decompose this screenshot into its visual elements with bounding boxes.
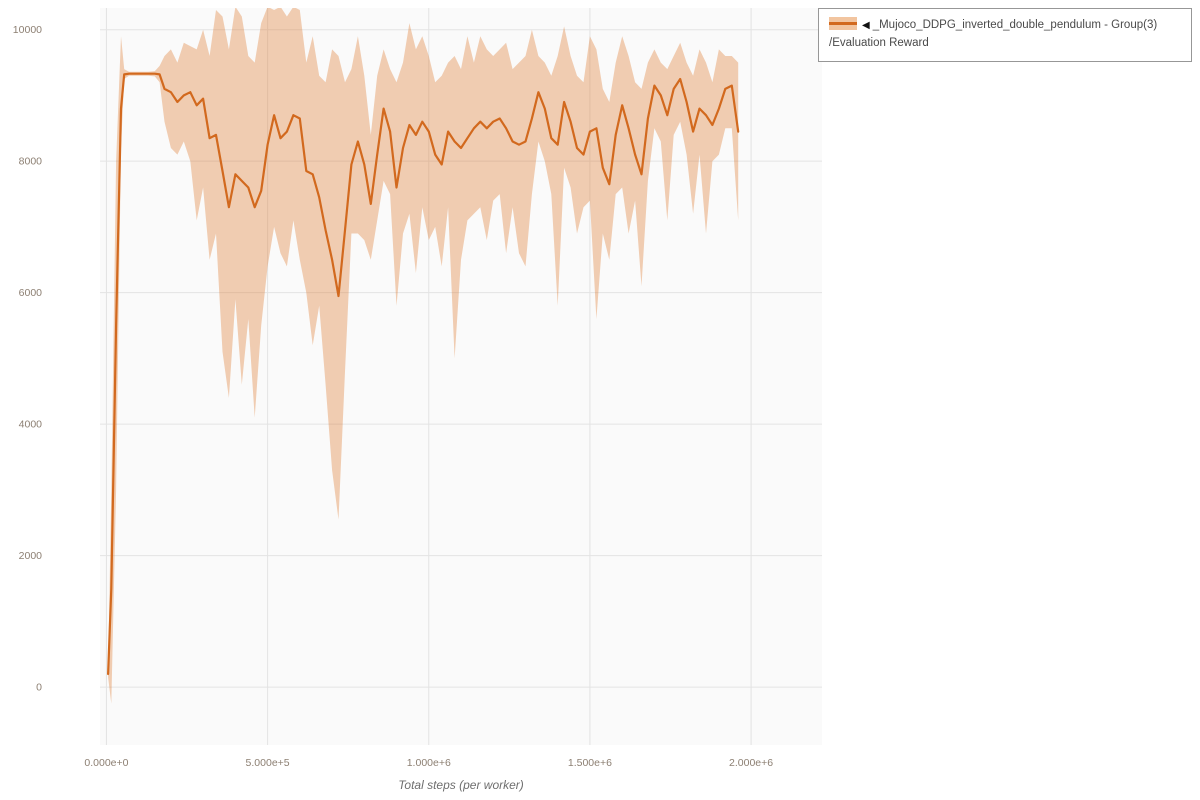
legend-series-metric: /Evaluation Reward bbox=[829, 36, 929, 49]
y-tick-label: 0 bbox=[36, 682, 42, 694]
series-group bbox=[106, 8, 740, 704]
x-tick-label: 0.000e+0 bbox=[84, 757, 128, 769]
y-tick-label: 10000 bbox=[13, 24, 42, 36]
y-tick-label: 2000 bbox=[19, 550, 43, 562]
plot-area bbox=[100, 8, 822, 745]
x-tick-label: 5.000e+5 bbox=[246, 757, 290, 769]
y-tick-label: 4000 bbox=[19, 419, 43, 431]
legend-series-name: _Mujoco_DDPG_inverted_double_pendulum - … bbox=[872, 19, 1158, 31]
x-tick-label: 1.500e+6 bbox=[568, 757, 612, 769]
x-tick-label: 1.000e+6 bbox=[407, 757, 451, 769]
x-tick-label: 2.000e+6 bbox=[729, 757, 773, 769]
legend-box: ◀ _Mujoco_DDPG_inverted_double_pendulum -… bbox=[818, 8, 1192, 62]
y-tick-label: 6000 bbox=[19, 287, 43, 299]
series-swatch-icon bbox=[829, 17, 857, 30]
confidence-band bbox=[108, 8, 739, 704]
y-tick-label: 8000 bbox=[19, 156, 43, 168]
mean-reward-line bbox=[106, 72, 740, 676]
reward-line-chart: 0.000e+0 5.000e+5 1.000e+6 1.500e+6 2.000e+6… bbox=[13, 8, 822, 792]
chart-canvas: 0.000e+0 5.000e+5 1.000e+6 1.500e+6 2.000e+6… bbox=[13, 8, 822, 769]
x-axis-label: Total steps (per worker) bbox=[398, 778, 524, 792]
legend-collapse-icon[interactable]: ◀ bbox=[862, 20, 870, 31]
